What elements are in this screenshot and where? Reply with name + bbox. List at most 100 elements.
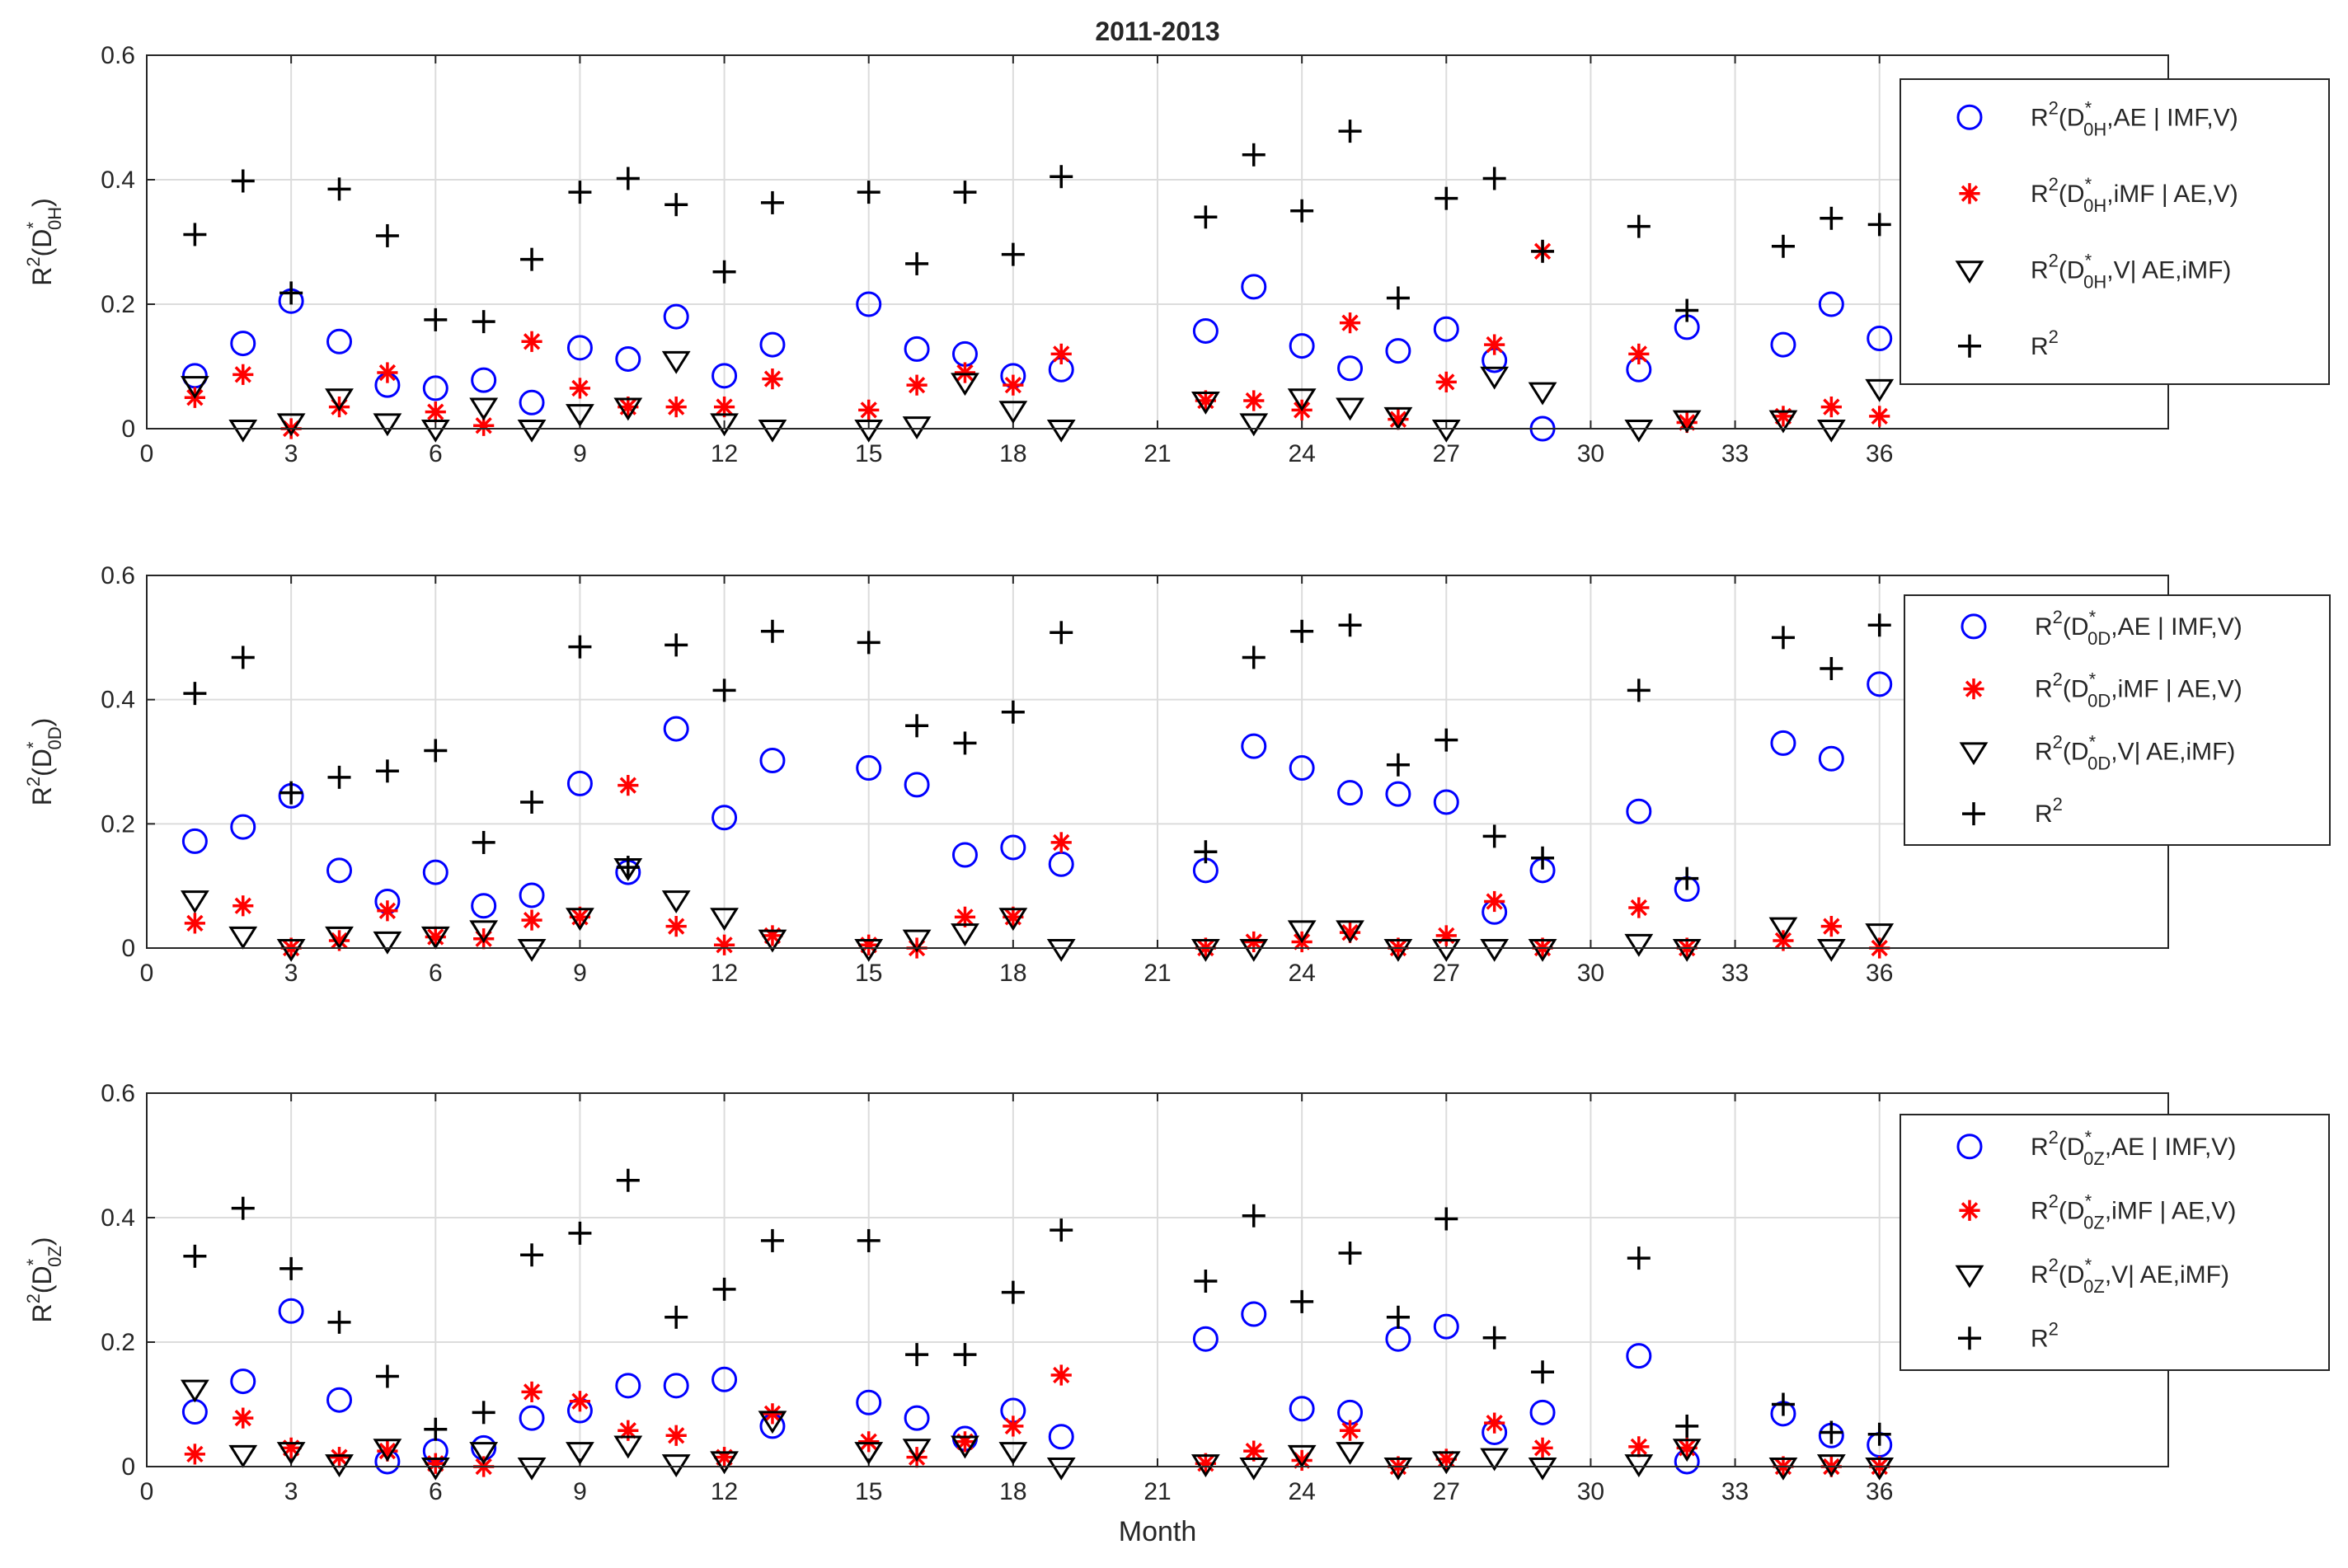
legend-text-sub: 0Z	[2083, 1148, 2105, 1169]
data-point-circle	[856, 291, 882, 317]
data-point-plus	[857, 631, 880, 655]
x-tick-label: 3	[284, 1478, 298, 1505]
data-point-plus	[1531, 239, 1555, 263]
legend-marker-plus	[1958, 1326, 1981, 1350]
data-point-triangle-down	[1528, 382, 1557, 406]
data-point-asterisk-stroke	[1245, 392, 1262, 410]
data-point-triangle-down	[1865, 1457, 1895, 1481]
x-tick-label: 33	[1721, 960, 1749, 987]
data-point-triangle-down	[1239, 413, 1269, 437]
data-point-circle	[1289, 1396, 1315, 1422]
legend-text-star: *	[2089, 669, 2097, 690]
data-point-asterisk	[713, 1447, 735, 1468]
data-point-triangle-down	[1046, 419, 1076, 443]
legend-text-rest: ,iMF | AE,V)	[2111, 676, 2242, 703]
data-point-asterisk-stroke	[668, 1427, 685, 1444]
series-triangle-down	[180, 858, 1895, 962]
y-label-open: (D	[27, 749, 57, 777]
data-point-circle	[951, 842, 978, 868]
data-point-asterisk-stroke	[619, 777, 636, 794]
data-point-asterisk	[1339, 922, 1361, 943]
data-point-asterisk-stroke	[186, 1445, 204, 1463]
data-point-triangle-down	[902, 416, 932, 440]
data-point-plus	[953, 181, 977, 204]
data-point-plus	[905, 714, 929, 738]
legend-text-sup: 2	[2049, 326, 2059, 347]
data-point-plus	[1242, 1204, 1266, 1228]
data-point-triangle-down	[1431, 419, 1461, 443]
data-point-triangle-down	[902, 929, 932, 953]
data-point-triangle-down	[566, 1442, 594, 1465]
data-point-plus	[472, 1401, 495, 1425]
legend-text-sup: 2	[2049, 250, 2059, 270]
data-point-triangle-down	[517, 938, 547, 962]
data-point-plus	[664, 193, 688, 217]
data-point-asterisk	[665, 1425, 687, 1446]
data-point-triangle-down	[1287, 920, 1317, 944]
legend-marker-asterisk-stroke	[1961, 185, 1979, 202]
data-point-plus	[1771, 1392, 1795, 1416]
data-point-triangle-down	[1768, 410, 1798, 434]
legend-text-rest: ,V| AE,iMF)	[2111, 738, 2235, 765]
data-point-circle	[326, 857, 353, 884]
data-point-triangle-down	[710, 908, 739, 932]
data-point-plus	[1050, 1218, 1073, 1242]
legend-text-rest: ,AE | IMF,V)	[2111, 613, 2242, 641]
data-point-plus	[472, 310, 495, 334]
data-point-plus	[472, 830, 495, 854]
legend-text-open: (D	[2059, 104, 2085, 131]
data-point-asterisk-stroke	[1341, 924, 1359, 941]
data-point-asterisk-stroke	[427, 403, 444, 420]
data-point-triangle-down	[1287, 1444, 1317, 1468]
data-point-plus	[1820, 206, 1843, 230]
data-point-plus	[1867, 613, 1891, 637]
data-point-asterisk	[762, 369, 783, 390]
data-point-asterisk	[1388, 409, 1409, 430]
series-circle	[181, 671, 1893, 925]
legend-entry: R2(D* 0H,iMF | AE,V)	[2031, 174, 2238, 216]
x-tick-label: 30	[1577, 440, 1604, 467]
data-point-asterisk	[1773, 406, 1794, 427]
data-point-circle	[856, 755, 882, 782]
data-point-plus	[1627, 678, 1651, 702]
data-point-asterisk	[280, 1437, 302, 1458]
legend-text-sub: 0Z	[2083, 1212, 2105, 1232]
data-point-triangle-down	[758, 929, 787, 953]
legend-entry: R2(D* 0H,AE | IMF,V)	[2031, 97, 2238, 139]
x-tick-label: 21	[1143, 440, 1171, 467]
data-point-circle	[711, 363, 738, 389]
data-point-plus	[1194, 1270, 1218, 1293]
legend-entry: R2(D* 0D,AE | IMF,V)	[2035, 607, 2242, 649]
legend-text-sub: 0D	[2087, 691, 2111, 711]
y-label-open: (D	[27, 1265, 57, 1293]
x-tick-label: 12	[711, 1478, 738, 1505]
legend-text-base: R	[2035, 738, 2053, 765]
legend-text-sup: 2	[2049, 97, 2059, 118]
legend-entry: R2(D* 0H,V| AE,iMF)	[2031, 250, 2231, 292]
data-point-triangle-down	[180, 1379, 209, 1403]
x-tick-label: 6	[429, 1478, 443, 1505]
data-point-triangle-down	[758, 1411, 787, 1434]
data-point-asterisk-stroke	[668, 918, 685, 935]
data-point-plus	[1675, 298, 1699, 322]
x-tick-label: 30	[1577, 1478, 1604, 1505]
x-tick-label: 9	[573, 1478, 587, 1505]
data-point-asterisk	[1532, 1437, 1553, 1458]
data-point-asterisk-stroke	[619, 1422, 636, 1439]
data-point-asterisk-stroke	[1004, 377, 1022, 394]
data-point-asterisk	[232, 895, 254, 917]
legend-text-base: R	[2031, 1134, 2049, 1161]
data-point-triangle-down	[180, 376, 209, 399]
data-point-circle	[1289, 333, 1315, 359]
data-point-triangle-down	[661, 350, 691, 374]
data-point-circle	[1867, 671, 1893, 697]
x-tick-label: 33	[1721, 1478, 1749, 1505]
data-point-triangle-down	[1816, 938, 1846, 962]
data-point-triangle-down	[613, 1435, 643, 1459]
data-point-circle	[1626, 798, 1652, 824]
legend-text-open: (D	[2059, 256, 2085, 284]
data-point-plus	[520, 790, 544, 814]
legend-text-star: *	[2085, 1190, 2092, 1211]
data-point-asterisk	[762, 925, 783, 946]
x-tick-label: 0	[140, 440, 154, 467]
